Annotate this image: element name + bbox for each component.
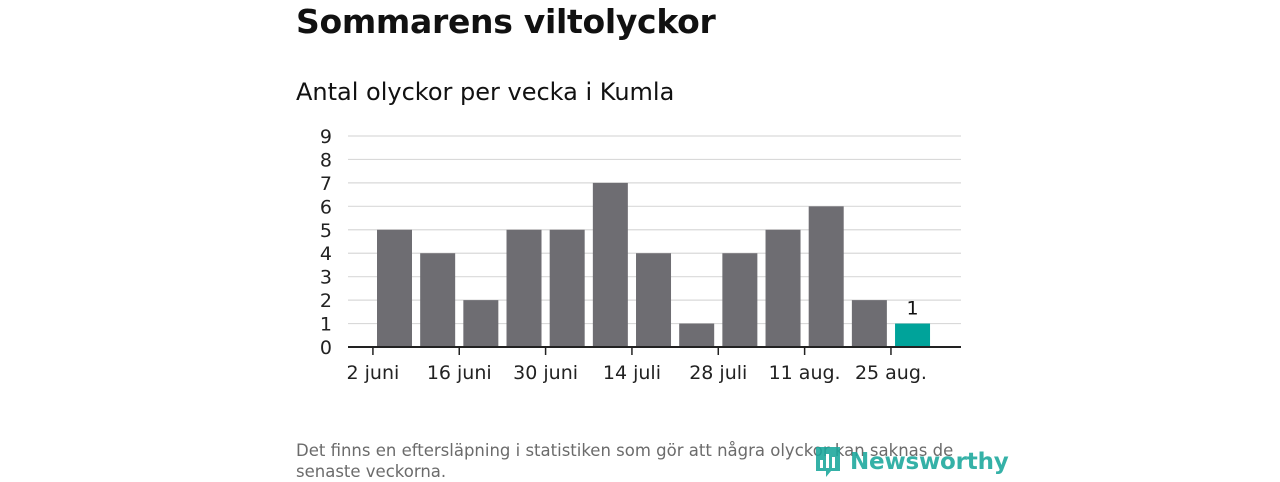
- y-tick-label: 2: [320, 290, 332, 312]
- brand-logo: Newsworthy: [814, 444, 1009, 480]
- data-label: 1: [906, 298, 918, 320]
- bar: [636, 253, 672, 347]
- x-tick-label: 25 aug.: [855, 362, 927, 384]
- x-tick-label: 28 juli: [689, 362, 747, 384]
- bar: [549, 229, 585, 347]
- bar: [765, 229, 801, 347]
- bar: [722, 253, 758, 347]
- bar: [463, 300, 499, 347]
- x-tick-label: 2 juni: [347, 362, 400, 384]
- chart-card: Sommarens viltolyckor Antal olyckor per …: [296, 0, 1009, 481]
- bar: [679, 323, 715, 347]
- y-tick-label: 5: [320, 220, 332, 242]
- bar: [808, 206, 844, 347]
- y-tick-label: 8: [320, 149, 332, 171]
- chart-title: Sommarens viltolyckor: [296, 2, 716, 41]
- y-tick-label: 6: [320, 196, 332, 218]
- newsworthy-logo-icon: [816, 447, 840, 477]
- x-tick-label: 30 juni: [513, 362, 578, 384]
- bar-highlight: [895, 323, 931, 347]
- x-axis-ticks: 2 juni 16 juni 30 juni 14 juli 28 juli 11 aug…: [347, 347, 927, 384]
- y-tick-label: 4: [320, 243, 332, 265]
- y-tick-label: 7: [320, 173, 332, 195]
- bar: [377, 229, 412, 347]
- x-tick-label: 16 juni: [427, 362, 492, 384]
- x-tick-label: 11 aug.: [769, 362, 841, 384]
- x-tick-label: 14 juli: [603, 362, 661, 384]
- data-labels: 1: [906, 298, 918, 320]
- brand-name: Newsworthy: [850, 449, 1009, 475]
- bar: [592, 182, 628, 347]
- y-tick-label: 9: [320, 126, 332, 148]
- bar: [506, 229, 542, 347]
- bar: [420, 253, 456, 347]
- chart-subtitle: Antal olyckor per vecka i Kumla: [296, 78, 675, 106]
- bars: [377, 182, 931, 347]
- bar: [851, 300, 887, 347]
- footnote: Det finns en eftersläpning i statistiken…: [296, 441, 954, 481]
- y-tick-label: 3: [320, 267, 332, 289]
- y-tick-label: 1: [320, 314, 332, 336]
- y-tick-label: 0: [320, 337, 332, 359]
